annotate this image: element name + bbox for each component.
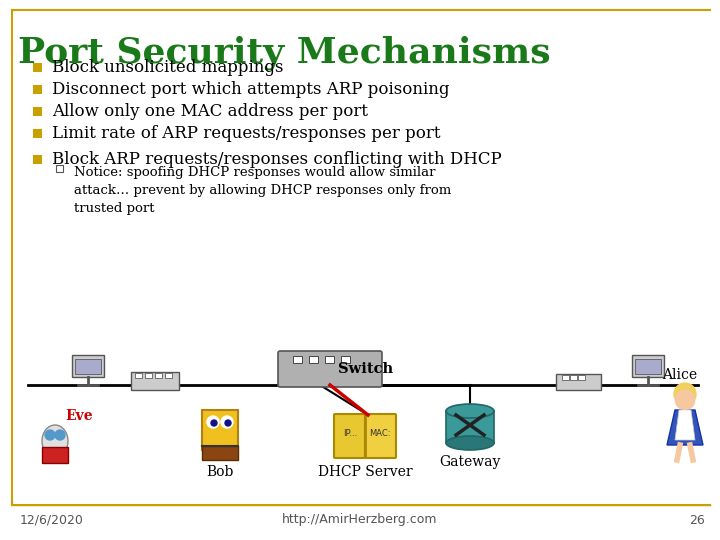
Ellipse shape bbox=[446, 404, 494, 418]
Bar bbox=[33, 129, 42, 138]
Bar bbox=[556, 374, 600, 390]
Text: 12/6/2020: 12/6/2020 bbox=[20, 514, 84, 526]
Polygon shape bbox=[675, 410, 695, 440]
Text: http://AmirHerzberg.com: http://AmirHerzberg.com bbox=[282, 514, 438, 526]
Bar bbox=[42, 447, 68, 463]
Circle shape bbox=[211, 420, 217, 426]
Bar bbox=[578, 375, 585, 380]
Bar bbox=[446, 411, 494, 443]
Circle shape bbox=[225, 420, 231, 426]
Text: Bob: Bob bbox=[207, 465, 234, 479]
Circle shape bbox=[675, 390, 695, 410]
Text: Eve: Eve bbox=[65, 409, 93, 423]
Bar bbox=[145, 373, 152, 378]
FancyBboxPatch shape bbox=[334, 414, 365, 458]
Circle shape bbox=[221, 416, 233, 428]
Text: Gateway: Gateway bbox=[439, 455, 500, 469]
Circle shape bbox=[55, 430, 65, 440]
Bar bbox=[33, 85, 42, 94]
Text: Limit rate of ARP requests/responses per port: Limit rate of ARP requests/responses per… bbox=[52, 125, 441, 141]
Text: 26: 26 bbox=[689, 514, 705, 526]
Text: DHCP Server: DHCP Server bbox=[318, 465, 413, 479]
Bar bbox=[202, 446, 238, 460]
Polygon shape bbox=[667, 410, 703, 445]
Text: Disconnect port which attempts ARP poisoning: Disconnect port which attempts ARP poiso… bbox=[52, 80, 449, 98]
Text: Port Security Mechanisms: Port Security Mechanisms bbox=[18, 35, 551, 70]
Ellipse shape bbox=[42, 425, 68, 457]
Circle shape bbox=[674, 383, 696, 405]
Bar bbox=[33, 155, 42, 164]
Text: Switch: Switch bbox=[338, 362, 393, 376]
Bar bbox=[570, 375, 577, 380]
Bar bbox=[325, 356, 334, 363]
Bar bbox=[135, 373, 142, 378]
Bar bbox=[562, 375, 569, 380]
Bar bbox=[56, 165, 63, 172]
Text: Alice: Alice bbox=[662, 368, 698, 382]
Bar bbox=[33, 107, 42, 116]
Text: MAC:: MAC: bbox=[369, 429, 391, 438]
Circle shape bbox=[45, 430, 55, 440]
Bar bbox=[293, 356, 302, 363]
FancyBboxPatch shape bbox=[278, 351, 382, 387]
Bar bbox=[155, 373, 162, 378]
Bar bbox=[165, 373, 172, 378]
Text: Block unsolicited mappings: Block unsolicited mappings bbox=[52, 58, 284, 76]
Text: Notice: spoofing DHCP responses would allow similar
attack… prevent by allowing : Notice: spoofing DHCP responses would al… bbox=[74, 166, 451, 215]
Ellipse shape bbox=[446, 436, 494, 450]
Text: Allow only one MAC address per port: Allow only one MAC address per port bbox=[52, 103, 368, 119]
Bar bbox=[341, 356, 350, 363]
Bar bbox=[75, 359, 101, 374]
Bar bbox=[309, 356, 318, 363]
Text: IP...: IP... bbox=[343, 429, 357, 438]
Bar bbox=[131, 372, 179, 390]
Bar bbox=[33, 63, 42, 72]
Text: Block ARP requests/responses conflicting with DHCP: Block ARP requests/responses conflicting… bbox=[52, 151, 502, 167]
Bar bbox=[632, 355, 664, 377]
Bar bbox=[202, 410, 238, 450]
Bar bbox=[72, 355, 104, 377]
Circle shape bbox=[207, 416, 219, 428]
Bar bbox=[635, 359, 661, 374]
FancyBboxPatch shape bbox=[365, 414, 396, 458]
